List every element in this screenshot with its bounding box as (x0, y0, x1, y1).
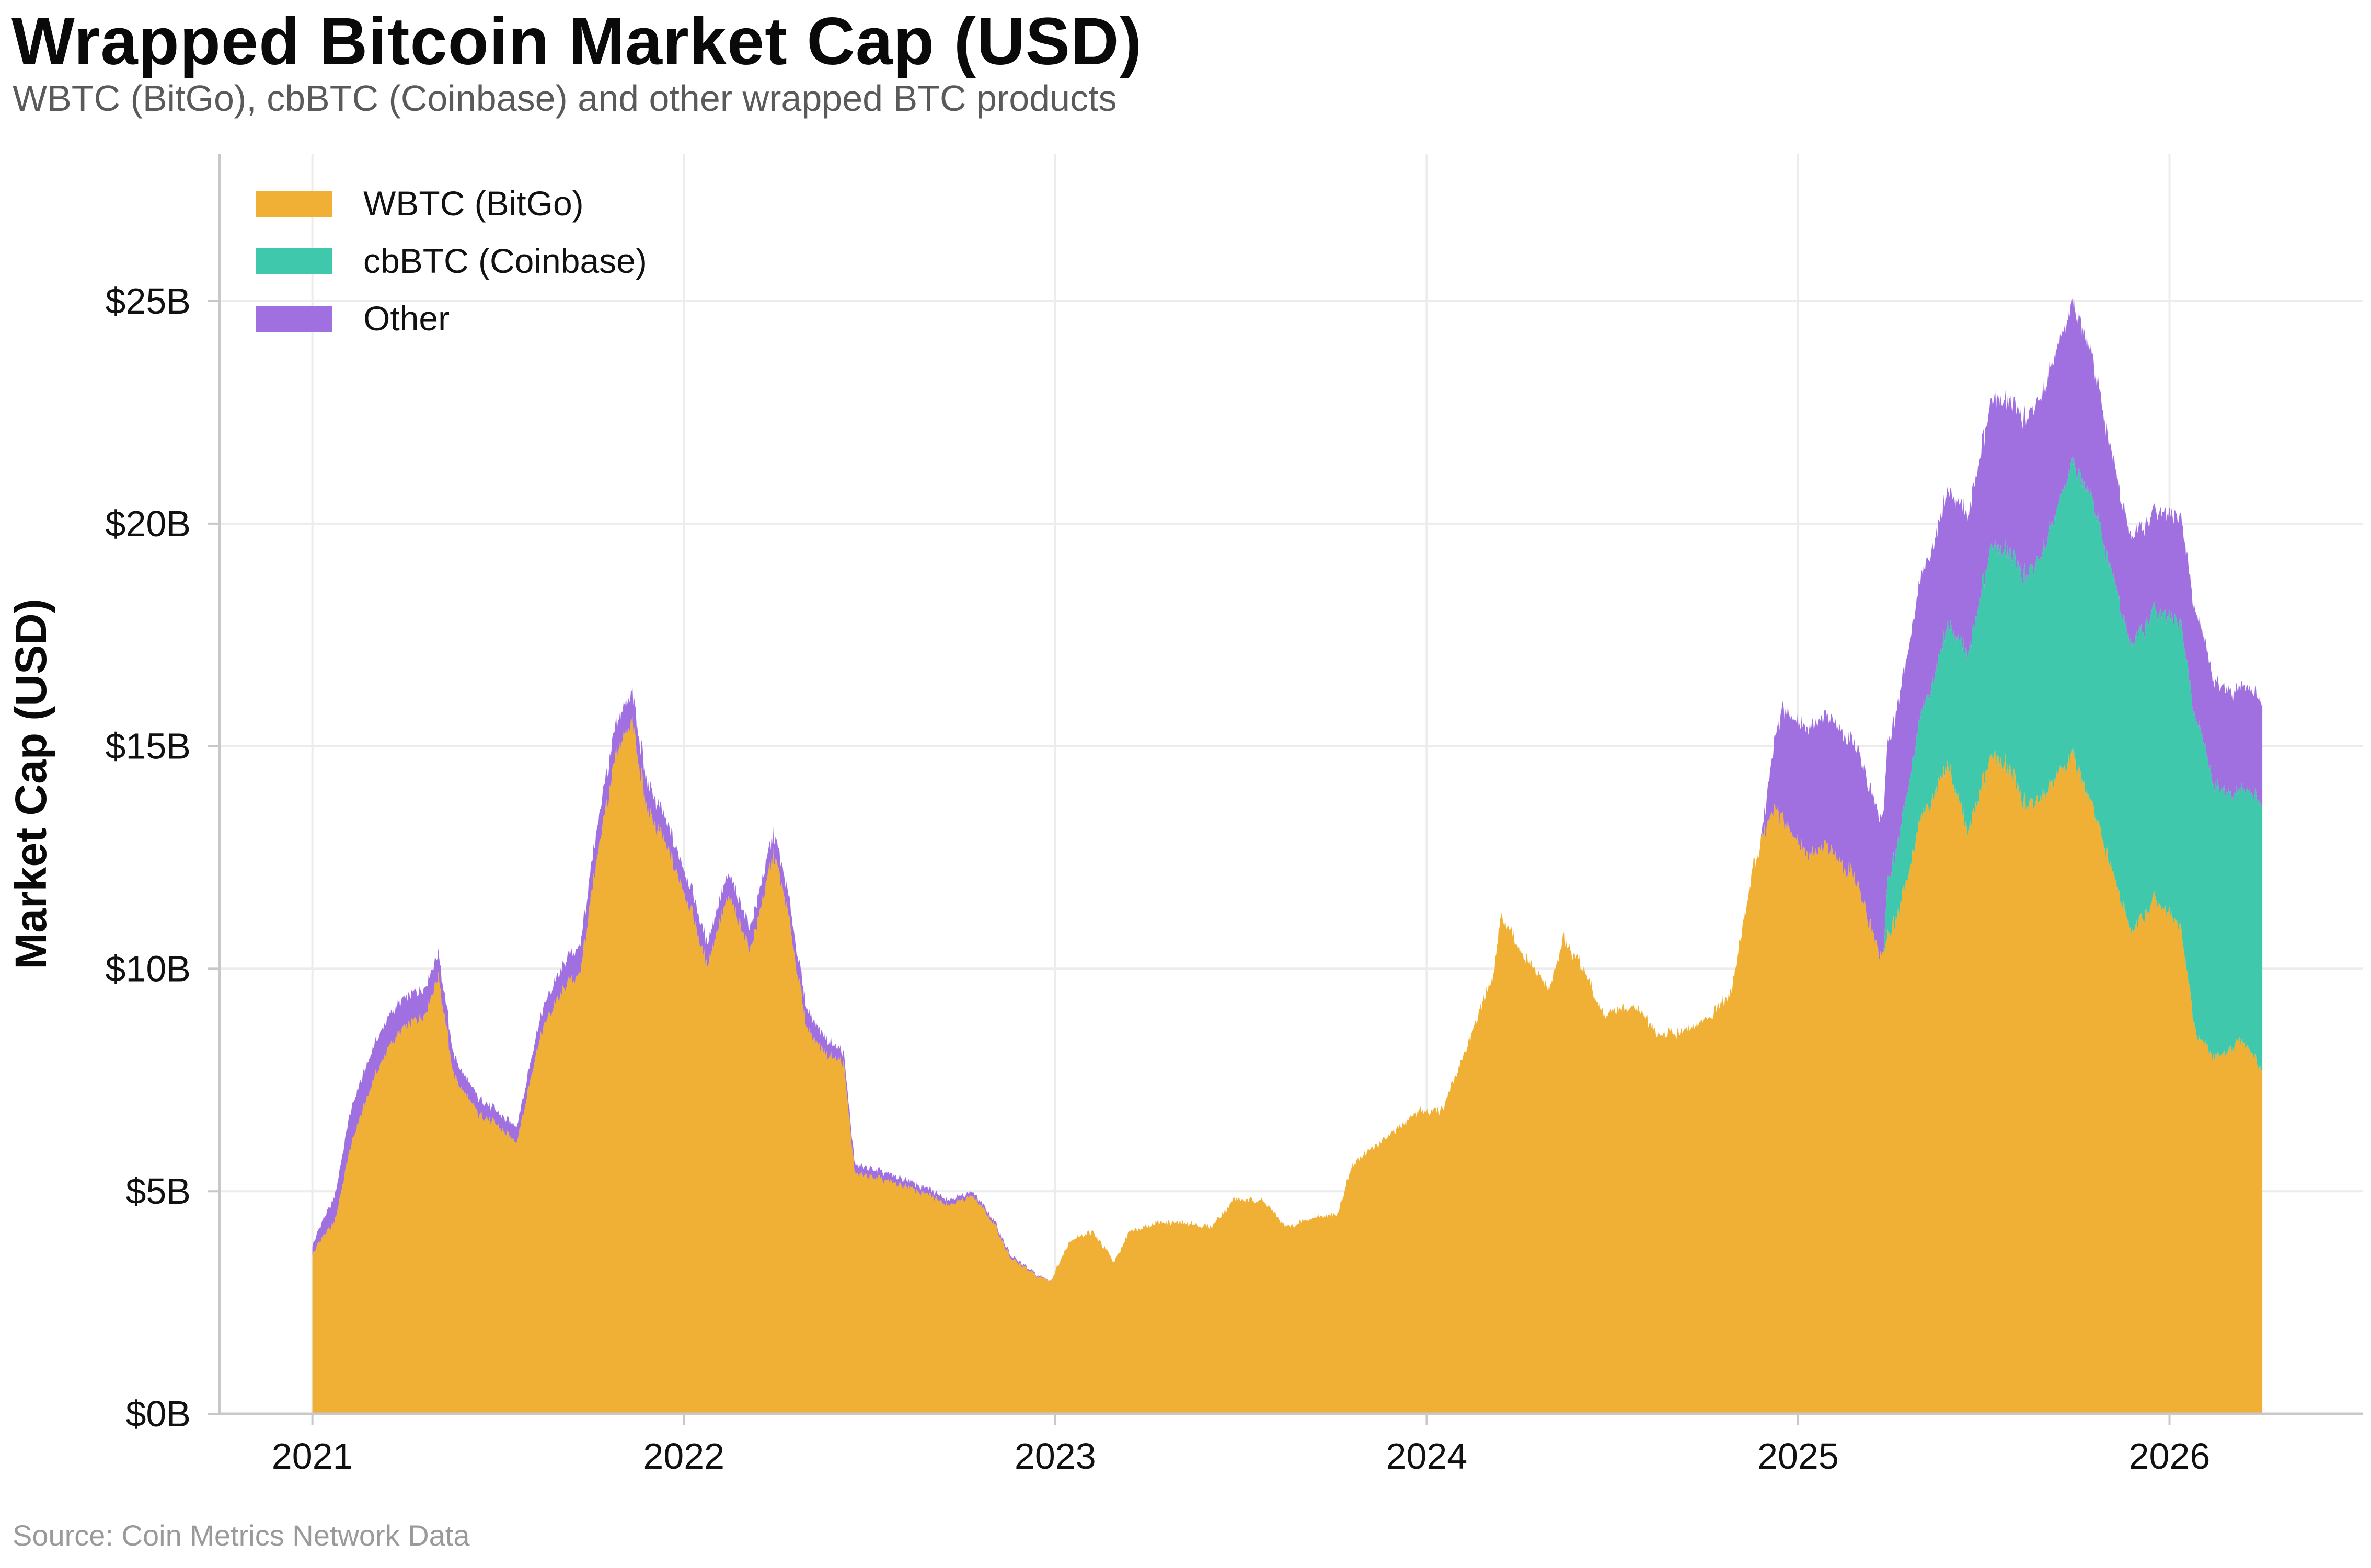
x-tick-label: 2022 (643, 1436, 724, 1477)
legend-label-cbbtc-coinbase: cbBTC (Coinbase) (363, 241, 647, 280)
area-other (312, 294, 2263, 1282)
stacked-areas (312, 294, 2263, 1414)
x-tick-label: 2024 (1386, 1436, 1467, 1477)
legend-label-other: Other (363, 299, 450, 338)
chart-subtitle: WBTC (BitGo), cbBTC (Coinbase) and other… (13, 78, 1117, 119)
y-axis-title: Market Cap (USD) (6, 598, 55, 969)
area-wbtc-bitgo (312, 716, 2263, 1414)
axes (218, 154, 2363, 1415)
chart-title: Wrapped Bitcoin Market Cap (USD) (11, 4, 1143, 79)
y-tick-label: $15B (106, 726, 191, 767)
y-tick-label: $0B (125, 1393, 191, 1434)
x-tick-label: 2021 (272, 1436, 353, 1477)
legend-swatch-other (256, 306, 332, 332)
ticks: 2021 2022 2023 2024 2025 2026 $0B $5B $10B $15B $2… (106, 281, 2211, 1477)
source-note: Source: Coin Metrics Network Data (13, 1519, 470, 1552)
x-tick-label: 2025 (1757, 1436, 1839, 1477)
legend-swatch-wbtc-bitgo (256, 191, 332, 217)
legend-label-wbtc-bitgo: WBTC (BitGo) (363, 184, 584, 223)
y-tick-label: $20B (106, 503, 191, 544)
area-cbbtc-coinbase (312, 454, 2263, 1282)
y-tick-label: $25B (106, 281, 191, 321)
x-tick-label: 2023 (1015, 1436, 1096, 1477)
x-tick-label: 2026 (2129, 1436, 2211, 1477)
legend-swatch-cbbtc-coinbase (256, 248, 332, 274)
y-tick-label: $5B (125, 1171, 191, 1212)
legend: WBTC (BitGo) cbBTC (Coinbase) Other (256, 184, 647, 338)
y-tick-label: $10B (106, 948, 191, 989)
